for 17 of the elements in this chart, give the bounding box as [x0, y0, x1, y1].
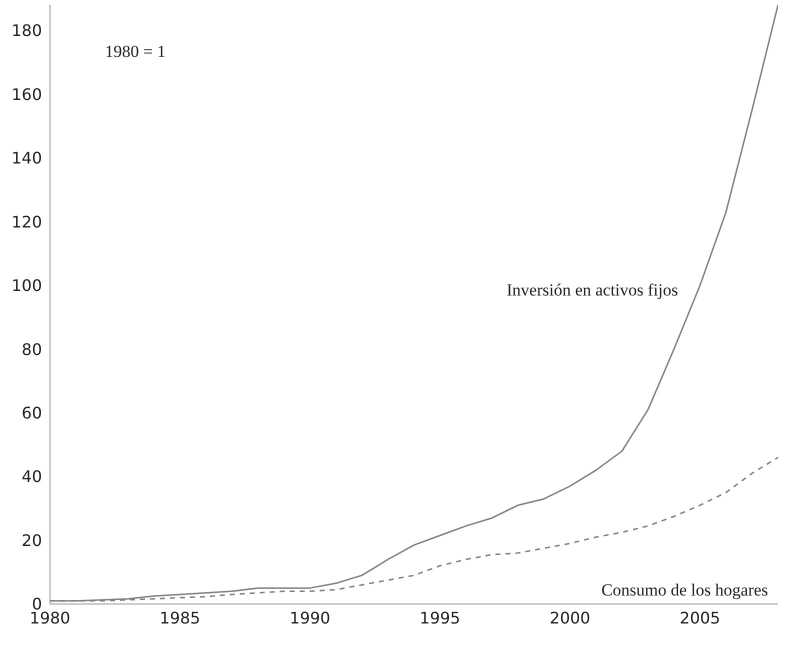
text: Consumo de los hogares — [601, 580, 768, 600]
y-tick-label: 120 — [11, 212, 42, 232]
series-label: Inversión en activos fijos — [506, 280, 678, 300]
x-tick-label: 2005 — [680, 608, 720, 628]
x-tick-label: 1995 — [420, 608, 460, 628]
x-tick-label: 1985 — [160, 608, 200, 628]
x-tick-label: 1990 — [290, 608, 330, 628]
y-tick-label: 80 — [22, 340, 42, 359]
y-tick-label: 20 — [22, 530, 42, 550]
annotation: 1980 = 1 — [105, 42, 166, 62]
y-tick-label: 160 — [11, 84, 42, 104]
y-tick-label: 140 — [11, 148, 42, 168]
y-tick-label: 100 — [11, 276, 42, 296]
y-tick-label: 180 — [11, 21, 42, 40]
y-tick-label: 60 — [22, 404, 42, 423]
y-tick-label: 40 — [22, 467, 42, 486]
x-tick-label: 2000 — [550, 608, 590, 628]
